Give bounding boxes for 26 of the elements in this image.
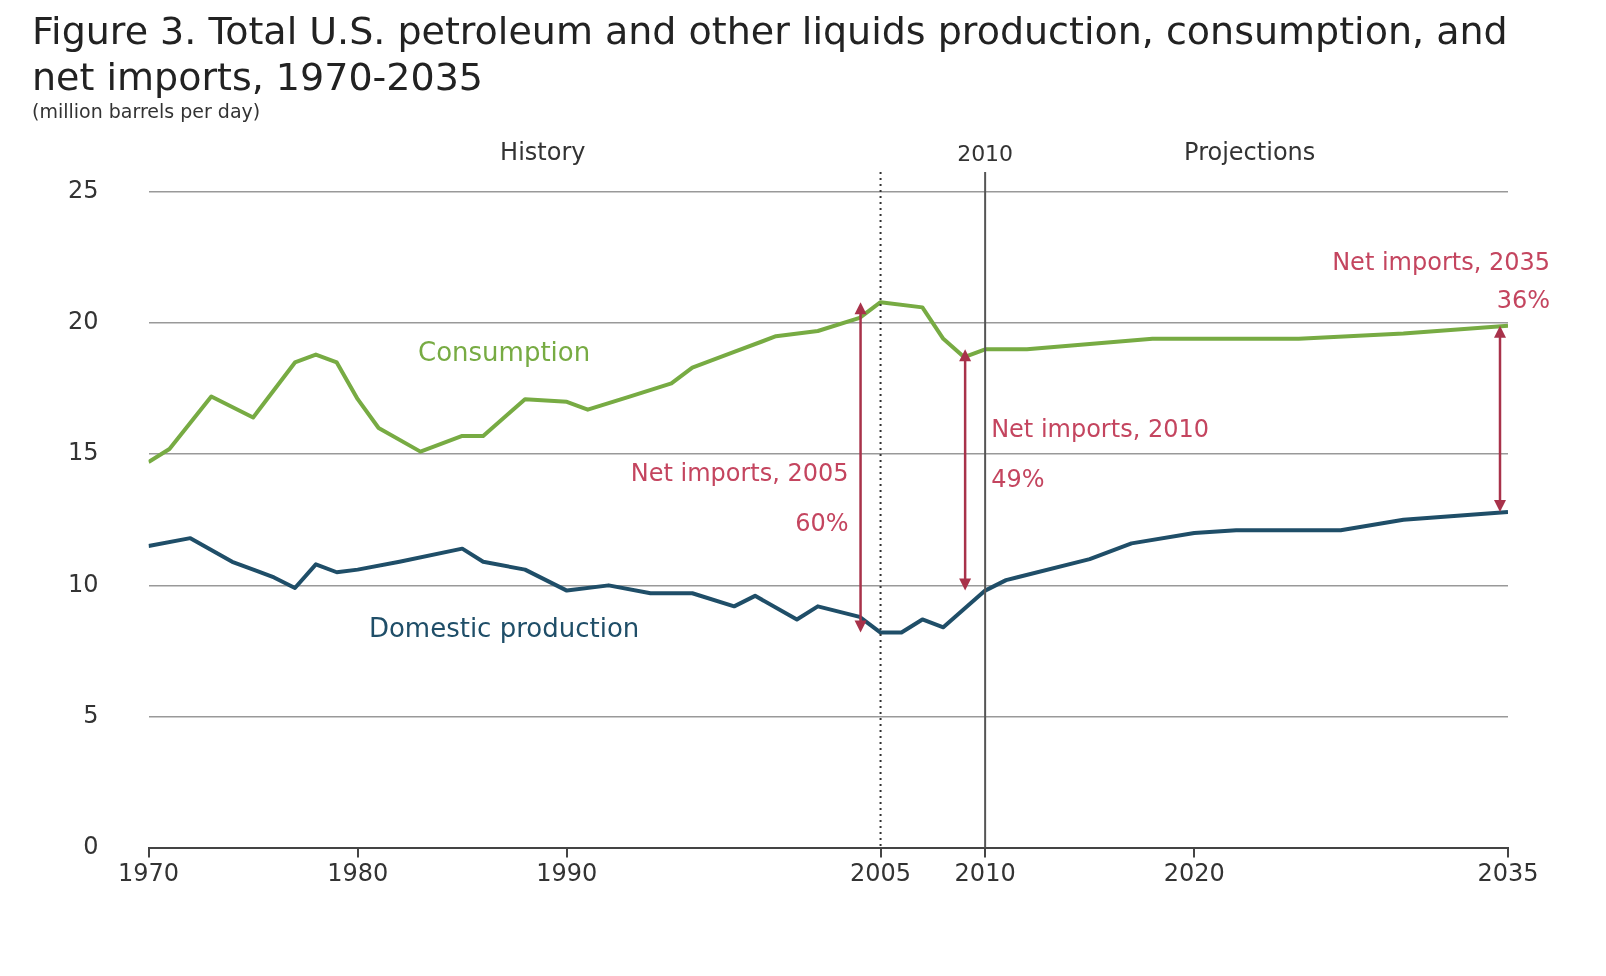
chart-subtitle: (million barrels per day) (32, 100, 262, 122)
series-label: Consumption (417, 337, 591, 368)
x-tick-label: 1970 (118, 859, 180, 888)
y-tick-label: 20 (67, 307, 99, 336)
x-tick-label: 2005 (850, 859, 912, 888)
y-tick-label: 15 (67, 438, 99, 467)
annotation: Net imports, 2005 (630, 459, 849, 488)
series-label: Domestic production (368, 612, 640, 643)
annotation: Net imports, 2035 (1332, 247, 1550, 276)
text: Projections (1184, 138, 1316, 167)
annotation: Net imports, 2010 (991, 414, 1209, 443)
annotation: 60% (795, 509, 849, 538)
x-tick-label: 2020 (1163, 859, 1225, 888)
x-tick-label: 1980 (327, 859, 389, 888)
ref-line-label: 2010 (957, 140, 1014, 166)
x-tick-label: 1990 (536, 859, 598, 888)
y-tick-label: 5 (83, 700, 99, 729)
annotation: 49% (991, 464, 1045, 493)
y-tick-label: 10 (67, 569, 99, 598)
text: History (500, 138, 586, 167)
y-tick-label: 25 (67, 176, 99, 205)
annotation: 36% (1496, 285, 1550, 314)
chart-title: Figure 3. Total U.S. petroleum and other liquids production, consumption, and net imports, 1970-2035 (32, 8, 1509, 100)
x-tick-label: 2010 (954, 859, 1016, 888)
y-tick-label: 0 (83, 831, 99, 860)
x-tick-label: 2035 (1477, 859, 1539, 888)
